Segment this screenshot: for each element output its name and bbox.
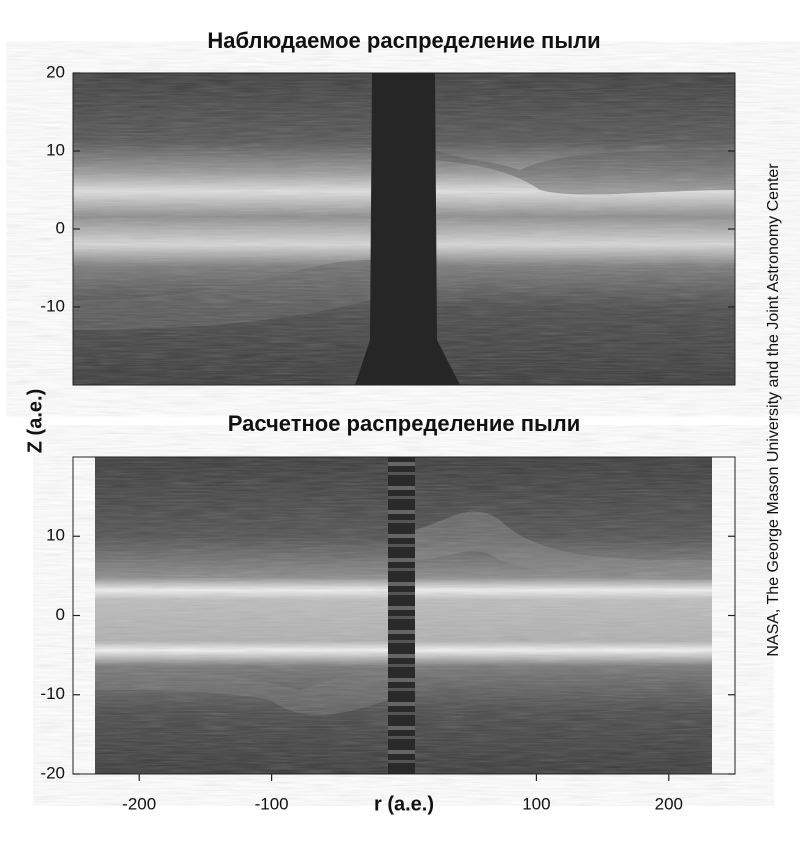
panel-image-1 bbox=[73, 73, 735, 385]
x-tick-label: -200 bbox=[122, 794, 156, 813]
panel-image-2 bbox=[95, 457, 712, 774]
x-axis-label: r (а.е.) bbox=[374, 793, 434, 815]
y-tick-label: -10 bbox=[40, 296, 65, 315]
x-tick-label: 100 bbox=[522, 794, 550, 813]
y-tick-label: 0 bbox=[56, 218, 65, 237]
panel-title: Расчетное распределение пыли bbox=[228, 411, 581, 436]
y-tick-label: 20 bbox=[46, 62, 65, 81]
y-tick-label: -10 bbox=[40, 684, 65, 703]
y-tick-label: -20 bbox=[40, 763, 65, 782]
y-axis-label: Z (а.е.) bbox=[24, 389, 46, 453]
y-tick-label: 0 bbox=[56, 605, 65, 624]
y-tick-label: 10 bbox=[46, 526, 65, 545]
y-tick-label: 10 bbox=[46, 140, 65, 159]
panel-title: Наблюдаемое распределение пыли bbox=[207, 28, 600, 53]
x-tick-label: 200 bbox=[655, 794, 683, 813]
credit: NASA, The George Mason University and th… bbox=[765, 163, 782, 657]
x-tick-label: -100 bbox=[255, 794, 289, 813]
